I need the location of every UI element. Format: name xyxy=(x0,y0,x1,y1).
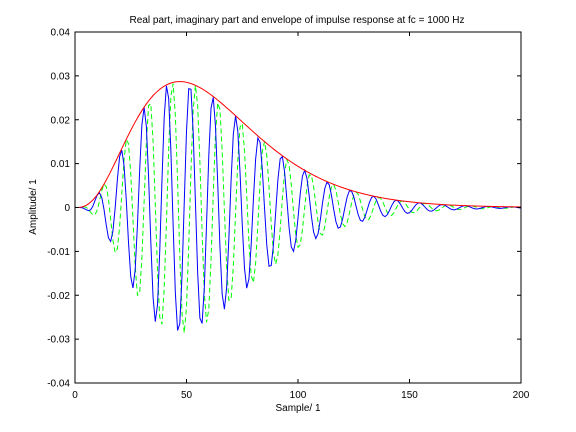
y-tick-label: -0.03 xyxy=(47,335,70,346)
x-tick-label: 50 xyxy=(181,390,193,401)
y-tick-label: 0.03 xyxy=(51,71,71,82)
x-tick-label: 200 xyxy=(513,390,530,401)
y-tick-label: -0.02 xyxy=(47,291,70,302)
y-tick-label: -0.04 xyxy=(47,379,70,390)
y-tick-label: 0.04 xyxy=(51,28,71,39)
x-tick-label: 150 xyxy=(401,390,418,401)
y-tick-label: 0.02 xyxy=(51,115,71,126)
y-tick-label: 0.01 xyxy=(51,159,71,170)
imaginary-part-line xyxy=(75,83,521,334)
chart-title: Real part, imaginary part and envelope o… xyxy=(130,15,465,26)
x-tick-label: 100 xyxy=(290,390,307,401)
envelope-line xyxy=(75,81,521,208)
x-tick-label: 0 xyxy=(72,390,78,401)
plot-lines xyxy=(75,81,521,334)
y-tick-label: 0 xyxy=(64,203,70,214)
axis-ticks: 0 50 100 150 200 -0.04 -0.03 -0.02 -0.01 0 0.01 0.0… xyxy=(47,28,530,402)
x-axis-label: Sample/ 1 xyxy=(275,403,320,414)
y-axis-label: Amplitude/ 1 xyxy=(28,179,39,235)
y-tick-label: -0.01 xyxy=(47,247,70,258)
real-part-line xyxy=(75,85,521,331)
